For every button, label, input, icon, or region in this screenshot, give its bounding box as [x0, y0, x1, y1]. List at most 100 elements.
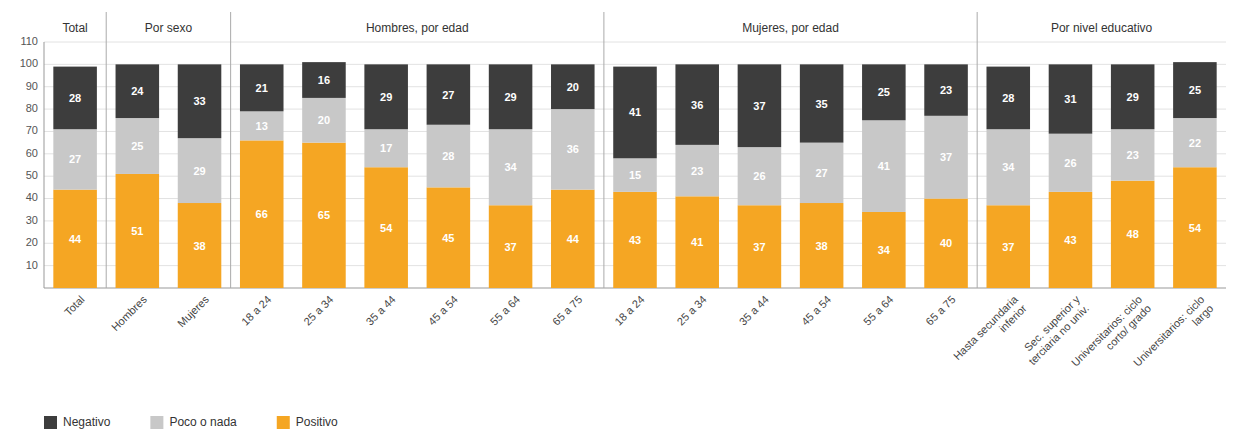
data-label: 28: [69, 92, 81, 104]
bar-segment: [178, 203, 222, 288]
group-header: Total: [62, 21, 87, 35]
x-tick-label: 35 a 44: [363, 293, 397, 327]
data-label: 44: [567, 233, 580, 245]
data-label: 22: [1189, 137, 1201, 149]
x-tick-label-line: 45 a 54: [799, 293, 833, 327]
bar-segment: [302, 143, 346, 288]
x-tick-label-line: 65 a 75: [550, 293, 584, 327]
data-label: 43: [1064, 234, 1076, 246]
bar-segment: [675, 196, 719, 288]
bar-segment: [240, 140, 284, 288]
data-label: 20: [318, 114, 330, 126]
bar-segment: [302, 62, 346, 98]
bar-segment: [302, 98, 346, 143]
group-header: Por nivel educativo: [1051, 21, 1153, 35]
bar-segment: [1049, 134, 1093, 192]
y-tick-label: 60: [26, 147, 38, 159]
data-label: 37: [753, 241, 765, 253]
data-label: 26: [1064, 157, 1076, 169]
chart: 1020304050607080901001104427285125243829…: [0, 0, 1242, 438]
x-tick-label-line: 18 a 24: [239, 293, 273, 327]
bar-segment: [427, 187, 471, 288]
x-tick-label: 45 a 54: [426, 293, 460, 327]
x-tick-label-line: inferior: [997, 302, 1029, 334]
data-label: 15: [629, 169, 641, 181]
bar-segment: [1173, 62, 1217, 118]
bar-segment: [1173, 167, 1217, 288]
x-tick-label-line: largo: [1190, 302, 1216, 328]
bar-segment: [924, 64, 968, 115]
y-axis-line: [44, 42, 45, 288]
bar-segment: [613, 158, 657, 192]
bar-segment: [364, 64, 408, 129]
legend-swatch: [277, 416, 290, 429]
bar-segment: [675, 64, 719, 145]
bar-segment: [1111, 129, 1155, 180]
bar-segment: [489, 205, 533, 288]
x-tick-label: 65 a 75: [923, 293, 957, 327]
bar-segment: [924, 199, 968, 288]
x-tick-label-line: Mujeres: [175, 293, 212, 330]
group-separators: [106, 12, 977, 288]
y-tick-label: 110: [20, 35, 38, 47]
group-header: Hombres, por edad: [366, 21, 469, 35]
bar-segment: [1049, 192, 1093, 288]
data-label: 20: [567, 81, 579, 93]
data-label: 41: [629, 106, 641, 118]
bar-segment: [116, 64, 160, 118]
y-tick-label: 90: [26, 80, 38, 92]
x-tick-label-line: 35 a 44: [363, 293, 397, 327]
data-label: 25: [878, 86, 890, 98]
data-label: 29: [193, 165, 205, 177]
x-tick-label: Total: [62, 293, 87, 318]
bar-segment: [675, 145, 719, 196]
bar-segment: [489, 129, 533, 205]
bar-segment: [53, 129, 97, 189]
data-label: 27: [442, 89, 454, 101]
x-tick-label: 25 a 34: [301, 293, 335, 327]
bar-segment: [800, 64, 844, 142]
x-tick-label-line: 65 a 75: [923, 293, 957, 327]
data-label: 25: [131, 140, 143, 152]
y-tick-label: 40: [26, 191, 38, 203]
y-tick-label: 70: [26, 124, 38, 136]
data-label: 36: [567, 143, 579, 155]
data-label: 28: [1002, 92, 1014, 104]
bar-segment: [1049, 64, 1093, 133]
bar-segment: [551, 190, 595, 288]
x-tick-label-line: Universitarios: ciclo: [1131, 293, 1206, 368]
bar-segment: [800, 203, 844, 288]
bar-segment: [551, 109, 595, 190]
legend-swatch: [150, 416, 163, 429]
group-separator: [106, 12, 107, 288]
data-label: 26: [753, 170, 765, 182]
bar-segment: [862, 212, 906, 288]
x-tick-label: 55 a 64: [488, 293, 522, 327]
y-tick-label: 50: [26, 169, 38, 181]
legend-label: Positivo: [296, 415, 338, 429]
y-tick-label: 30: [26, 214, 38, 226]
data-label: 37: [1002, 241, 1014, 253]
data-label: 66: [256, 208, 268, 220]
x-tick-label-line: 55 a 64: [488, 293, 522, 327]
data-label: 29: [380, 91, 392, 103]
bar-segment: [1111, 64, 1155, 129]
data-label: 34: [878, 244, 891, 256]
y-tick-label: 80: [26, 102, 38, 114]
data-label: 28: [442, 150, 454, 162]
data-label: 54: [1189, 222, 1202, 234]
group-header: Por sexo: [145, 21, 193, 35]
x-tick-label-line: 18 a 24: [612, 293, 646, 327]
bar-segment: [240, 64, 284, 111]
bar-segment: [427, 125, 471, 188]
bar-segment: [613, 67, 657, 159]
x-tick-label: 35 a 44: [737, 293, 771, 327]
data-label: 48: [1127, 228, 1139, 240]
data-label: 23: [691, 165, 703, 177]
data-label: 36: [691, 99, 703, 111]
data-label: 51: [131, 225, 143, 237]
x-tick-label: Mujeres: [175, 293, 212, 330]
bar-segment: [178, 138, 222, 203]
bar-segment: [489, 64, 533, 129]
bar-segment: [551, 64, 595, 109]
